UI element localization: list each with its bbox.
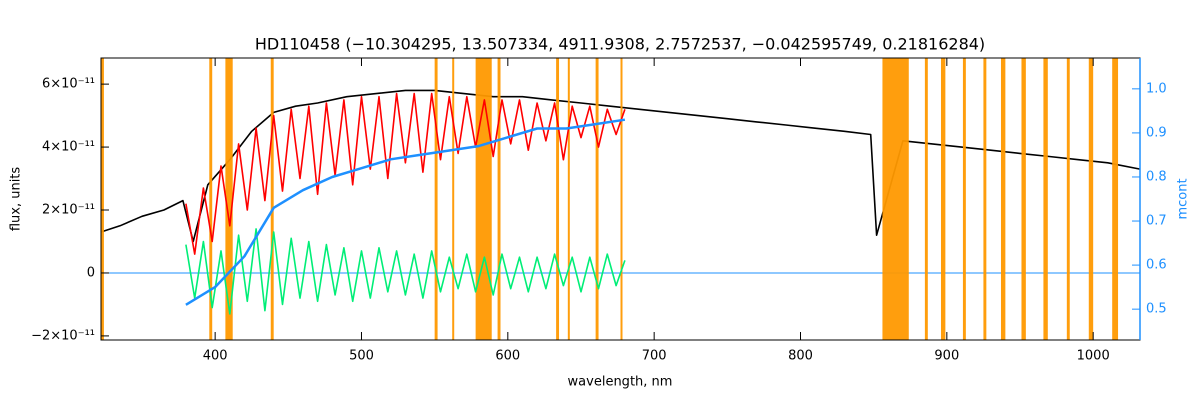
masked-band [1021, 58, 1026, 340]
masked-band [225, 58, 233, 340]
y2-tick-label: 1.0 [1146, 81, 1167, 96]
masked-band [452, 58, 455, 340]
masked-band [882, 58, 909, 340]
masked-band [567, 58, 570, 340]
masked-band [434, 58, 438, 340]
masked-band [1112, 58, 1119, 340]
y-axis-label: flux, units [9, 167, 24, 232]
masked-band [1000, 58, 1006, 340]
y-tick-label: 6×10⁻¹¹ [42, 77, 95, 92]
x-tick-label: 1000 [1077, 349, 1110, 364]
y-tick-label: 0 [87, 265, 95, 280]
y2-tick-label: 0.9 [1146, 125, 1167, 140]
masked-band [1043, 58, 1048, 340]
y2-axis-label: mcont [1176, 178, 1191, 219]
masked-band [962, 58, 966, 340]
masked-band [620, 58, 623, 340]
y2-tick-label: 0.8 [1146, 169, 1167, 184]
x-tick-label: 900 [934, 349, 959, 364]
x-axis-label: wavelength, nm [568, 375, 673, 390]
masked-band [924, 58, 928, 340]
masked-band [497, 58, 501, 340]
x-tick-label: 800 [788, 349, 813, 364]
y-tick-label: 2×10⁻¹¹ [42, 203, 95, 218]
x-tick-label: 600 [495, 349, 520, 364]
y-tick-label: −2×10⁻¹¹ [31, 328, 95, 343]
masked-band [1066, 58, 1070, 340]
masked-band [983, 58, 987, 340]
masked-band [101, 58, 104, 340]
data-line [185, 228, 626, 315]
y-tick-label: 4×10⁻¹¹ [42, 140, 95, 155]
masked-band [595, 58, 599, 340]
x-tick-label: 400 [203, 349, 228, 364]
masked-band [940, 58, 946, 340]
masked-band [556, 58, 560, 340]
y2-tick-label: 0.5 [1146, 302, 1167, 317]
masked-band [209, 58, 213, 340]
data-line [185, 118, 626, 306]
x-tick-label: 700 [642, 349, 667, 364]
masked-band [270, 58, 274, 340]
chart-title: HD110458 (−10.304295, 13.507334, 4911.93… [255, 35, 985, 54]
x-tick-label: 500 [349, 349, 374, 364]
y2-tick-label: 0.7 [1146, 214, 1167, 229]
y2-tick-label: 0.6 [1146, 258, 1167, 273]
masked-band [1088, 58, 1094, 340]
data-line [185, 92, 626, 255]
